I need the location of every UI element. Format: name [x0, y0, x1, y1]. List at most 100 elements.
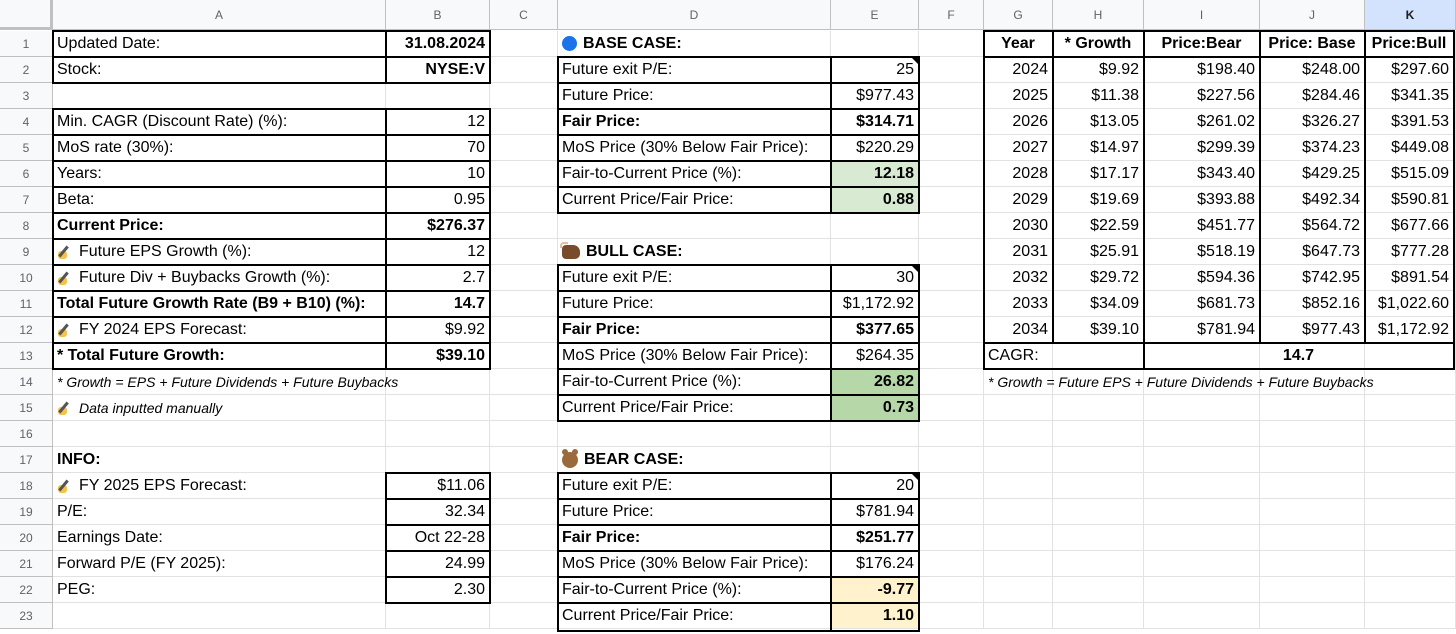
- cell-b20[interactable]: Oct 22-28: [386, 525, 490, 551]
- cell-b5[interactable]: 70: [386, 135, 490, 161]
- table-cell-growth[interactable]: $39.10: [1053, 317, 1144, 343]
- empty-cell[interactable]: [558, 213, 831, 239]
- table-cell-growth[interactable]: $22.59: [1053, 213, 1144, 239]
- base-exit-pe-value[interactable]: 25: [831, 57, 919, 83]
- table-cell-price-bear[interactable]: $594.36: [1144, 265, 1260, 291]
- empty-cell[interactable]: [490, 551, 558, 577]
- bear-mos-price-label[interactable]: MoS Price (30% Below Fair Price):: [558, 551, 831, 577]
- table-cell-price-bear[interactable]: $198.40: [1144, 57, 1260, 83]
- empty-cell[interactable]: [386, 447, 490, 473]
- empty-cell[interactable]: [53, 603, 386, 629]
- table-header-price-base[interactable]: Price: Base: [1260, 31, 1365, 57]
- bull-exit-pe-label[interactable]: Future exit P/E:: [558, 265, 831, 291]
- base-fair-to-current-label[interactable]: Fair-to-Current Price (%):: [558, 161, 831, 187]
- cell-a19[interactable]: P/E:: [53, 499, 386, 525]
- empty-cell[interactable]: [1053, 421, 1144, 447]
- empty-cell[interactable]: [1260, 473, 1365, 499]
- empty-cell[interactable]: [490, 421, 558, 447]
- table-cell-price-bear[interactable]: $299.39: [1144, 135, 1260, 161]
- column-header-h[interactable]: H: [1053, 0, 1144, 30]
- base-future-price-value[interactable]: $977.43: [831, 83, 919, 109]
- empty-cell[interactable]: [1260, 551, 1365, 577]
- table-cell-year[interactable]: 2024: [984, 57, 1053, 83]
- empty-cell[interactable]: [984, 577, 1053, 603]
- empty-cell[interactable]: [919, 525, 984, 551]
- base-current-fair-value[interactable]: 0.88: [831, 187, 919, 213]
- empty-cell[interactable]: [984, 525, 1053, 551]
- column-header-a[interactable]: A: [53, 0, 386, 30]
- cell-b18[interactable]: $11.06: [386, 473, 490, 499]
- column-header-g[interactable]: G: [984, 0, 1053, 30]
- row-header[interactable]: 4: [0, 109, 53, 135]
- table-header-price-bull[interactable]: Price:Bull: [1365, 31, 1454, 57]
- cell-b4[interactable]: 12: [386, 109, 490, 135]
- table-cell-price-bull[interactable]: $590.81: [1365, 187, 1454, 213]
- empty-cell[interactable]: [919, 109, 984, 135]
- cell-a1[interactable]: Updated Date:: [53, 31, 386, 57]
- bear-case-title[interactable]: BEAR CASE:: [558, 447, 831, 473]
- table-cell-year[interactable]: 2028: [984, 161, 1053, 187]
- empty-cell[interactable]: [490, 343, 558, 369]
- empty-cell[interactable]: [919, 447, 984, 473]
- table-cell-price-bull[interactable]: $449.08: [1365, 135, 1454, 161]
- table-cell-growth[interactable]: $11.38: [1053, 83, 1144, 109]
- empty-cell[interactable]: [919, 551, 984, 577]
- bear-exit-pe-label[interactable]: Future exit P/E:: [558, 473, 831, 499]
- empty-cell[interactable]: [919, 57, 984, 83]
- empty-cell[interactable]: [490, 83, 558, 109]
- empty-cell[interactable]: [53, 83, 386, 109]
- table-cell-price-base[interactable]: $647.73: [1260, 239, 1365, 265]
- cell-b19[interactable]: 32.34: [386, 499, 490, 525]
- empty-cell[interactable]: [984, 499, 1053, 525]
- base-exit-pe-label[interactable]: Future exit P/E:: [558, 57, 831, 83]
- base-future-price-label[interactable]: Future Price:: [558, 83, 831, 109]
- column-header-d[interactable]: D: [558, 0, 831, 30]
- table-header-price-bear[interactable]: Price:Bear: [1144, 31, 1260, 57]
- row-header[interactable]: 6: [0, 161, 53, 187]
- empty-cell[interactable]: [1365, 421, 1456, 447]
- cell-a14-note[interactable]: * Growth = EPS + Future Dividends + Futu…: [53, 369, 490, 395]
- table-cell-growth[interactable]: $9.92: [1053, 57, 1144, 83]
- empty-cell[interactable]: [490, 57, 558, 83]
- row-header[interactable]: 12: [0, 317, 53, 343]
- empty-cell[interactable]: [1260, 603, 1365, 629]
- empty-cell[interactable]: [1053, 447, 1144, 473]
- table-cell-year[interactable]: 2032: [984, 265, 1053, 291]
- empty-cell[interactable]: [1365, 577, 1456, 603]
- empty-cell[interactable]: [1053, 603, 1144, 629]
- empty-cell[interactable]: [831, 31, 919, 57]
- table-cell-price-base[interactable]: $852.16: [1260, 291, 1365, 317]
- column-header-j[interactable]: J: [1260, 0, 1365, 30]
- base-fair-price-value[interactable]: $314.71: [831, 109, 919, 135]
- bull-exit-pe-value[interactable]: 30: [831, 265, 919, 291]
- empty-cell[interactable]: [490, 577, 558, 603]
- empty-cell[interactable]: [490, 31, 558, 57]
- empty-cell[interactable]: [984, 551, 1053, 577]
- cell-a20[interactable]: Earnings Date:: [53, 525, 386, 551]
- empty-cell[interactable]: [490, 109, 558, 135]
- empty-cell[interactable]: [1365, 603, 1456, 629]
- bull-future-price-value[interactable]: $1,172.92: [831, 291, 919, 317]
- row-header[interactable]: 21: [0, 551, 53, 577]
- empty-cell[interactable]: [1053, 551, 1144, 577]
- bull-current-fair-label[interactable]: Current Price/Fair Price:: [558, 395, 831, 421]
- table-cagr-label[interactable]: CAGR:: [984, 343, 1144, 369]
- bear-mos-price-value[interactable]: $176.24: [831, 551, 919, 577]
- empty-cell[interactable]: [919, 239, 984, 265]
- table-cell-price-bear[interactable]: $681.73: [1144, 291, 1260, 317]
- cell-a22[interactable]: PEG:: [53, 577, 386, 603]
- empty-cell[interactable]: [919, 317, 984, 343]
- empty-cell[interactable]: [490, 135, 558, 161]
- row-header[interactable]: 17: [0, 447, 53, 473]
- cell-a9[interactable]: Future EPS Growth (%):: [53, 239, 386, 265]
- empty-cell[interactable]: [490, 187, 558, 213]
- cell-b9[interactable]: 12: [386, 239, 490, 265]
- table-cell-growth[interactable]: $25.91: [1053, 239, 1144, 265]
- empty-cell[interactable]: [490, 499, 558, 525]
- row-header[interactable]: 16: [0, 421, 53, 447]
- empty-cell[interactable]: [386, 603, 490, 629]
- cell-a15-note[interactable]: Data inputted manually: [53, 395, 490, 421]
- table-cell-year[interactable]: 2025: [984, 83, 1053, 109]
- empty-cell[interactable]: [919, 577, 984, 603]
- empty-cell[interactable]: [919, 213, 984, 239]
